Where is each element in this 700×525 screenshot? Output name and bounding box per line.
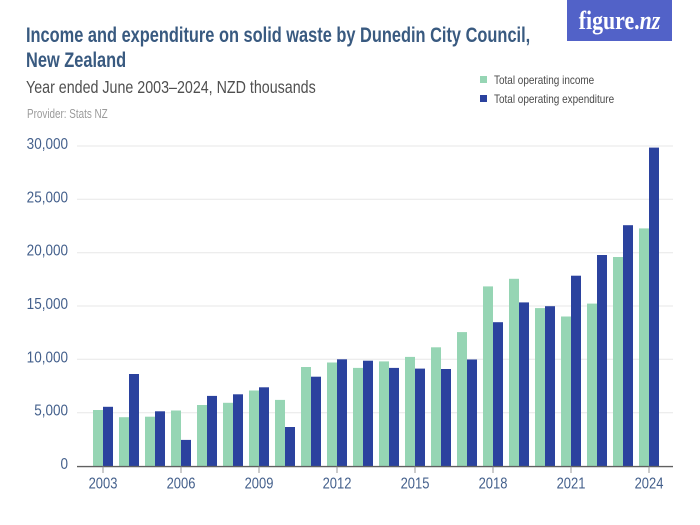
svg-text:2006: 2006 bbox=[167, 475, 196, 493]
svg-text:10,000: 10,000 bbox=[27, 349, 68, 366]
svg-text:2024: 2024 bbox=[635, 475, 664, 493]
svg-text:15,000: 15,000 bbox=[27, 296, 68, 313]
svg-text:2021: 2021 bbox=[557, 475, 586, 493]
svg-text:2009: 2009 bbox=[245, 475, 274, 493]
svg-text:2003: 2003 bbox=[89, 475, 118, 493]
svg-text:2012: 2012 bbox=[323, 475, 352, 493]
svg-text:20,000: 20,000 bbox=[27, 243, 68, 260]
svg-text:5,000: 5,000 bbox=[34, 403, 68, 420]
svg-text:0: 0 bbox=[60, 456, 68, 473]
svg-text:2015: 2015 bbox=[401, 475, 430, 493]
svg-text:2018: 2018 bbox=[479, 475, 508, 493]
svg-text:30,000: 30,000 bbox=[27, 136, 68, 153]
svg-text:25,000: 25,000 bbox=[27, 189, 68, 206]
